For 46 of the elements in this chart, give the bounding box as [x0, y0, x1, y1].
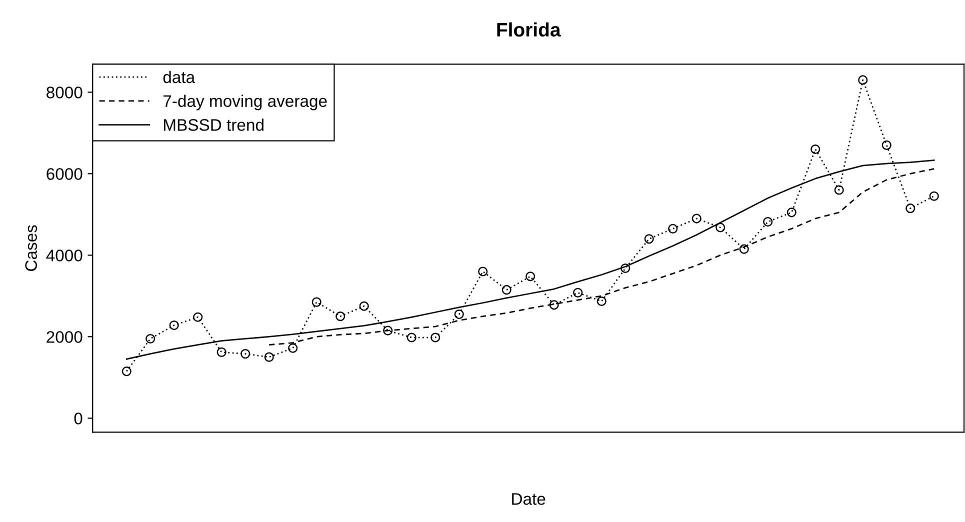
point: [336, 312, 346, 322]
point: [146, 334, 156, 344]
point: [383, 326, 393, 336]
y-axis-title: Cases: [25, 225, 37, 271]
point: [122, 366, 132, 376]
point: [810, 144, 820, 154]
y-tick-label: 8000: [46, 86, 82, 98]
point: [763, 216, 773, 227]
point: [288, 343, 298, 353]
point: [834, 185, 844, 195]
point: [526, 272, 536, 282]
point: [929, 191, 939, 201]
point: [193, 312, 203, 322]
point: [406, 332, 416, 342]
point: [478, 266, 488, 276]
point: [739, 244, 749, 254]
point: [716, 222, 726, 232]
point: [620, 263, 630, 274]
legend-label: MBSSD trend: [164, 118, 264, 131]
y-tick-label: 6000: [46, 168, 82, 180]
point: [454, 309, 464, 320]
point: [264, 352, 274, 362]
point: [644, 234, 654, 244]
y-tick-label: 2000: [46, 331, 82, 343]
y-tick-label: 4000: [46, 250, 82, 262]
point: [216, 347, 226, 357]
point: [502, 285, 512, 295]
point: [786, 208, 796, 218]
legend-label: data: [163, 70, 196, 84]
point: [359, 301, 369, 311]
point: [906, 204, 916, 214]
point: [312, 297, 322, 307]
point: [169, 320, 179, 330]
point: [240, 349, 250, 359]
point: [573, 288, 583, 298]
point: [882, 140, 892, 150]
point: [858, 75, 868, 85]
y-tick-label: 0: [74, 412, 82, 424]
point: [549, 300, 559, 310]
chart-title: Florida: [497, 22, 561, 37]
point: [668, 224, 678, 234]
legend-label: 7-day moving average: [163, 94, 327, 110]
point: [692, 214, 702, 224]
x-axis-title: Date: [512, 493, 546, 505]
point: [596, 296, 606, 306]
point: [430, 332, 440, 342]
